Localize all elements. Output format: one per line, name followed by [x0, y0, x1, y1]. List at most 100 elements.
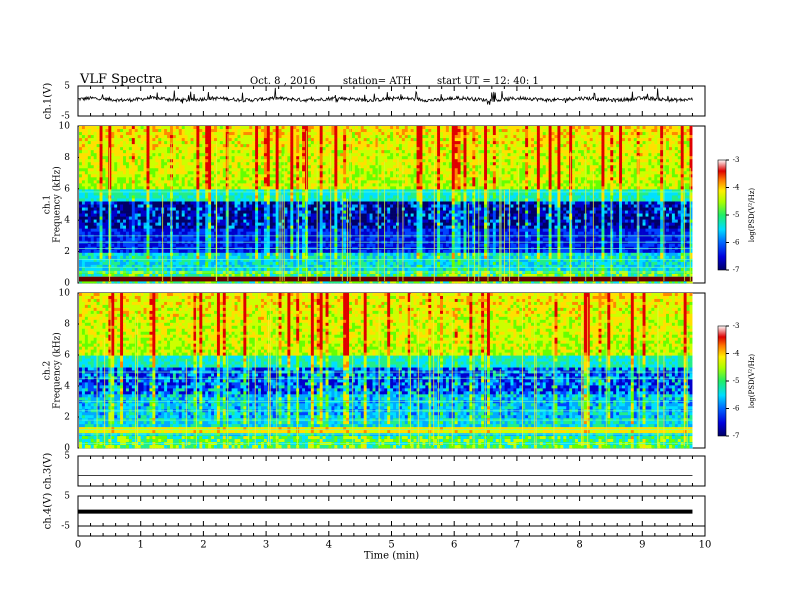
ch1-spec-cell	[686, 144, 690, 148]
ch1-spec-cell	[627, 168, 632, 172]
ch1-spec-cell	[445, 150, 450, 154]
ch1-spec-cell	[290, 165, 294, 169]
ch1-spec-cell	[677, 189, 682, 193]
ch1-spec-cell	[528, 177, 532, 181]
ch1-spec-cell	[281, 186, 285, 190]
ch1-spec-cell	[307, 156, 312, 160]
ch1-spec-cell	[255, 180, 259, 184]
ch1-spec-cell	[645, 165, 649, 169]
ch1-spec-cell	[627, 132, 632, 136]
ch1-spec-cell	[624, 147, 629, 151]
ch1-spec-cell	[536, 168, 541, 172]
ch1-spec-cell	[519, 171, 523, 175]
ch1-spec-cell	[99, 144, 103, 148]
ch1-spec-cell	[178, 126, 183, 130]
ch1-spec-cell	[334, 144, 338, 148]
ch1-spec-cell	[542, 132, 547, 136]
ch1-spec-cell	[284, 177, 288, 181]
ch1-spec-cell	[563, 138, 567, 142]
ch1-spec-cell	[84, 150, 89, 154]
ch1-spec-cell	[146, 129, 150, 133]
ch1-spec-cell	[551, 132, 555, 136]
ch1-spec-cell	[272, 174, 277, 178]
ch1-spec-cell	[96, 147, 100, 151]
ch1-spec-cell	[322, 141, 326, 145]
ch1-spec-cell	[589, 186, 594, 190]
ch1-spec-cell	[90, 183, 95, 187]
ch1-spec-cell	[378, 153, 382, 157]
ch1-spec-cell	[307, 180, 312, 184]
ch1-spec-cell	[557, 132, 561, 136]
ch1-spec-cell	[660, 168, 664, 172]
ch1-spec-cell	[645, 150, 649, 154]
ch1-spec-cell	[219, 135, 224, 139]
ch1-spec-cell	[680, 153, 685, 157]
ch1-spec-cell	[442, 141, 447, 145]
ch1-spec-cell	[598, 135, 602, 139]
ch1-spec-cell	[134, 192, 139, 196]
ch1-spec-cell	[686, 135, 690, 139]
ch1-spec-cell	[343, 192, 347, 196]
ch1-spec-cell	[674, 156, 679, 160]
ch1-spec-cell	[434, 159, 438, 163]
ch1-spec-cell	[178, 147, 183, 151]
ch1-spec-cell	[639, 129, 643, 133]
ch1-spec-cell	[363, 180, 368, 184]
ch1-spec-cell	[419, 186, 423, 190]
ch1-spec-cell	[580, 156, 585, 160]
ch1-spec-cell	[528, 171, 532, 175]
ch1-spec-cell	[266, 132, 271, 136]
ch1-spec-cell	[522, 138, 526, 142]
ch1-spec-cell	[190, 165, 194, 169]
ch1-spec-cell	[87, 138, 92, 142]
ch1-spec-cell	[607, 150, 611, 154]
ch1-spec-cell	[580, 132, 585, 136]
ch1-spec-cell	[663, 183, 667, 187]
ch1-spec-cell	[604, 132, 608, 136]
ch1-spec-cell	[586, 177, 591, 181]
ch1-spec-cell	[425, 192, 429, 196]
ch1-spec-cell	[442, 132, 447, 136]
ch1-spec-cell	[375, 126, 379, 130]
ch1-spec-cell	[310, 156, 315, 160]
ch1-spec-cell	[105, 129, 109, 133]
ch1-spec-cell	[372, 159, 376, 163]
ch1-spec-cell	[689, 132, 693, 136]
ch1-spec-cell	[211, 183, 215, 187]
ch1-spec-cell	[475, 147, 479, 151]
ch1-spec-cell	[216, 144, 221, 148]
ch1-spec-cell	[281, 162, 285, 166]
ch1-spec-cell	[413, 129, 417, 133]
ch1-spec-cell	[328, 126, 332, 130]
ch1-spec-cell	[481, 129, 485, 133]
ch1-spec-cell	[319, 156, 323, 160]
ch1-spec-cell	[87, 168, 92, 172]
ch1-spec-cell	[563, 135, 567, 139]
ch1-spec-cell	[622, 153, 626, 157]
ch1-spec-cell	[149, 153, 153, 157]
ch1-spec-cell	[601, 135, 605, 139]
ch1-spec-cell	[357, 192, 362, 196]
ch1-spec-cell	[525, 162, 529, 166]
ch1-spec-cell	[460, 171, 464, 175]
ch1-spec-cell	[495, 150, 500, 154]
ch1-spec-cell	[214, 183, 218, 187]
ch1-spec-cell	[531, 186, 535, 190]
ch1-spec-cell	[636, 141, 640, 145]
ch1-spec-cell	[522, 147, 526, 151]
ch1-spec-cell	[478, 141, 482, 145]
ch1-spec-cell	[290, 186, 294, 190]
ch1-spec-cell	[84, 129, 89, 133]
ch1-spec-cell	[592, 147, 596, 151]
ch1-spec-cell	[607, 153, 611, 157]
ch1-spec-cell	[255, 138, 259, 142]
ch1-spec-cell	[460, 189, 464, 193]
ch1-spec-cell	[648, 126, 652, 130]
ch1-spec-cell	[548, 144, 552, 148]
ch1-spec-cell	[90, 180, 95, 184]
ch1-spec-cell	[334, 159, 338, 163]
ch1-spec-cell	[671, 180, 676, 184]
ch1-spec-cell	[413, 141, 417, 145]
ch1-spec-cell	[528, 159, 532, 163]
ch1-spec-cell	[167, 150, 171, 154]
